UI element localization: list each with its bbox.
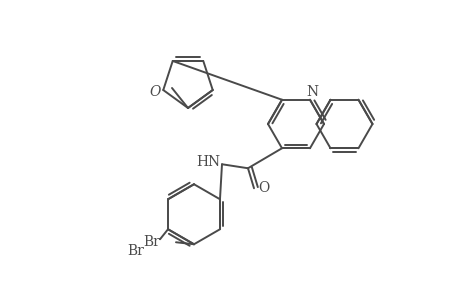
Text: Br: Br bbox=[127, 244, 144, 258]
Text: HN: HN bbox=[196, 155, 219, 169]
Text: O: O bbox=[258, 181, 269, 195]
Text: N: N bbox=[305, 85, 317, 99]
Text: Br: Br bbox=[143, 235, 160, 249]
Text: O: O bbox=[149, 85, 161, 99]
